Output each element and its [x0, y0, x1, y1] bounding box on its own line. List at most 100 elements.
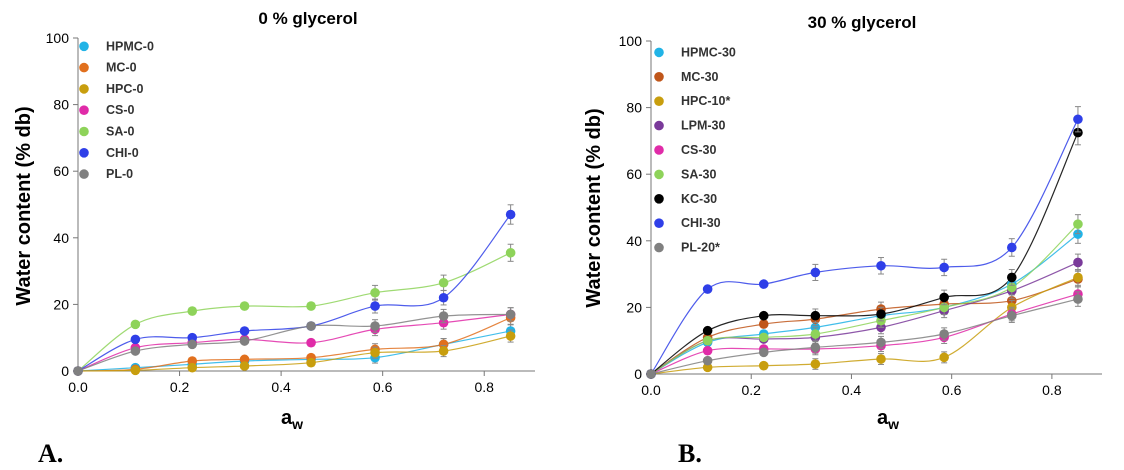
x-tick-label: 0.2	[741, 382, 761, 398]
data-point	[1073, 294, 1083, 304]
x-tick-label: 0.0	[641, 382, 661, 398]
data-point	[370, 301, 380, 311]
data-point	[876, 260, 886, 271]
panel-b-chart: 30 % glycerol Water content (% db) aw B.…	[583, 13, 1102, 468]
data-point	[1073, 127, 1083, 138]
data-point	[370, 347, 380, 358]
x-tick-label: 0.6	[942, 382, 962, 398]
x-tick-label: 0.2	[170, 379, 190, 395]
legend-marker	[79, 84, 89, 94]
data-point	[1007, 242, 1017, 253]
panel-a-y-axis-label: Water content (% db)	[13, 106, 35, 305]
panel-b-x-axis-label: aw	[877, 407, 899, 432]
data-point	[939, 292, 949, 303]
data-point	[438, 346, 449, 356]
x-tick-label: 0.8	[474, 379, 494, 395]
legend-label: PL-20*	[681, 241, 720, 255]
legend-label: KC-30	[681, 192, 717, 206]
legend-label: HPC-0	[106, 82, 144, 96]
data-point	[505, 247, 516, 258]
data-point	[810, 329, 821, 339]
data-point	[239, 336, 250, 346]
y-tick-label: 20	[626, 299, 642, 315]
panel-label-a: A.	[38, 439, 63, 468]
data-point	[130, 365, 141, 376]
legend-marker	[79, 41, 89, 52]
data-point	[1073, 114, 1083, 125]
data-point	[73, 366, 83, 376]
data-point	[130, 346, 141, 356]
x-tick-label: 0.8	[1042, 382, 1062, 398]
data-point	[758, 279, 769, 289]
legend-marker	[79, 148, 89, 158]
data-point	[306, 301, 316, 311]
y-tick-label: 100	[619, 33, 643, 49]
y-tick-label: 60	[626, 166, 642, 182]
data-point	[702, 325, 713, 336]
data-point	[130, 319, 141, 330]
y-tick-label: 20	[53, 296, 69, 312]
y-tick-label: 80	[53, 97, 69, 113]
legend-marker	[654, 72, 664, 82]
panel-b-title: 30 % glycerol	[808, 13, 917, 32]
legend-label: SA-0	[106, 125, 135, 139]
data-point	[702, 345, 713, 356]
data-point	[187, 362, 198, 373]
legend-label: SA-30	[681, 167, 716, 181]
data-point	[758, 347, 769, 358]
legend-label: CHI-30	[681, 216, 721, 230]
legend-label: PL-0	[106, 167, 133, 181]
legend-label: LPM-30	[681, 119, 726, 133]
legend-label: HPC-10*	[681, 94, 730, 108]
legend-marker	[79, 126, 89, 137]
series-trend-line	[650, 132, 1079, 375]
data-point	[758, 319, 769, 329]
panel-a-x-axis-label: aw	[281, 407, 303, 432]
data-point	[370, 321, 380, 331]
data-point	[438, 292, 449, 303]
data-point	[239, 326, 250, 336]
data-point	[187, 356, 198, 366]
data-point	[1073, 219, 1083, 229]
y-tick-label: 60	[53, 163, 69, 179]
data-point	[758, 360, 769, 371]
legend-marker	[654, 242, 664, 253]
data-point	[758, 332, 769, 343]
data-point	[130, 334, 141, 345]
legend-marker	[79, 62, 89, 73]
data-point	[876, 354, 886, 364]
data-point	[505, 309, 516, 320]
data-point	[810, 310, 821, 321]
data-point	[810, 342, 821, 353]
data-point	[876, 309, 886, 319]
data-point	[187, 332, 198, 343]
data-point	[810, 359, 821, 369]
data-point	[239, 361, 250, 371]
y-tick-label: 100	[46, 30, 70, 46]
panel-b-y-axis-label: Water content (% db)	[583, 108, 605, 307]
data-point	[758, 310, 769, 321]
legend-marker	[654, 145, 664, 155]
data-point	[702, 335, 713, 346]
data-point	[939, 262, 949, 273]
data-point	[187, 339, 198, 350]
legend-label: CS-0	[106, 103, 135, 117]
legend-marker	[654, 47, 664, 58]
legend-marker	[79, 169, 89, 179]
x-tick-label: 0.4	[842, 382, 862, 398]
data-point	[370, 287, 380, 298]
legend-label: MC-0	[106, 61, 137, 75]
data-point	[1007, 310, 1017, 321]
data-point	[187, 306, 198, 316]
panel-a-title: 0 % glycerol	[258, 9, 357, 28]
y-tick-label: 40	[53, 230, 69, 246]
legend-marker	[654, 96, 664, 106]
data-point	[939, 329, 949, 339]
y-tick-label: 0	[61, 363, 69, 379]
legend-label: MC-30	[681, 70, 719, 84]
data-point	[505, 331, 516, 341]
data-point	[239, 354, 250, 365]
data-point	[702, 362, 713, 373]
